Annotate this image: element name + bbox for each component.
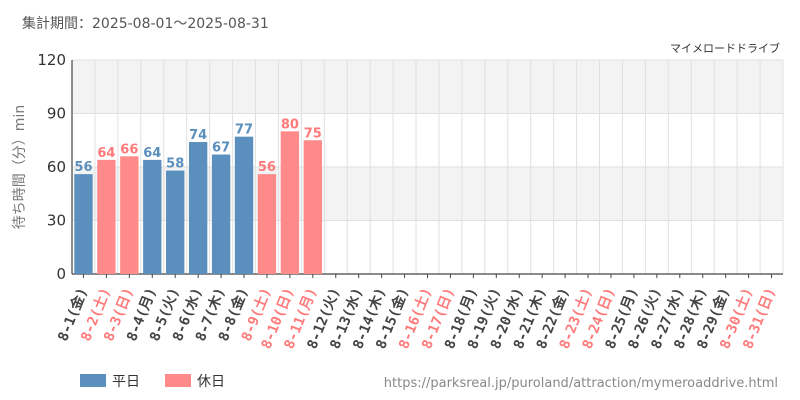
y-tick-label: 30 bbox=[47, 212, 66, 230]
bar bbox=[74, 174, 93, 274]
y-axis-ticks: 0 30 60 90 120 bbox=[37, 51, 66, 283]
legend-weekday-label: 平日 bbox=[112, 374, 140, 390]
grid-lines bbox=[71, 59, 784, 275]
bar-value-label: 64 bbox=[143, 146, 161, 161]
bar-value-label: 75 bbox=[304, 126, 322, 141]
bar bbox=[143, 159, 162, 274]
y-tick-label: 60 bbox=[47, 158, 66, 176]
bar bbox=[211, 154, 231, 274]
y-tick-label: 90 bbox=[47, 105, 66, 123]
period-label: 集計期間：2025-08-01～2025-08-31 bbox=[22, 15, 269, 32]
bar bbox=[303, 140, 322, 274]
bar-value-label: 74 bbox=[189, 128, 207, 143]
legend-holiday-swatch bbox=[165, 374, 191, 387]
bars bbox=[74, 131, 322, 274]
bar-value-label: 58 bbox=[166, 157, 184, 172]
bar-value-label: 56 bbox=[74, 160, 92, 175]
legend-holiday-label: 休日 bbox=[197, 374, 225, 390]
legend: 平日 休日 bbox=[80, 374, 225, 390]
bar-value-label: 64 bbox=[97, 146, 115, 161]
bar bbox=[166, 170, 185, 274]
background-band bbox=[72, 60, 783, 114]
bar-value-label: 80 bbox=[281, 117, 299, 132]
y-tick-label: 120 bbox=[37, 51, 66, 69]
x-axis-ticks: 8-1(金)8-2(土)8-3(日)8-4(月)8-5(火)8-6(水)8-7(… bbox=[54, 274, 779, 351]
value-labels: 56 64 66 64 58 74 67 77 56 80 75 bbox=[74, 117, 321, 175]
attraction-name: マイメロードドライブ bbox=[670, 41, 780, 55]
bar bbox=[234, 136, 254, 274]
y-tick-label: 0 bbox=[56, 265, 66, 283]
legend-weekday-swatch bbox=[80, 374, 106, 387]
bar bbox=[120, 156, 139, 274]
bar-value-label: 67 bbox=[212, 141, 230, 156]
bar bbox=[97, 159, 116, 274]
bar-value-label: 77 bbox=[235, 123, 253, 138]
y-axis-label: 待ち時間（分）min bbox=[12, 105, 28, 229]
bar-value-label: 56 bbox=[258, 160, 276, 175]
bar bbox=[280, 131, 300, 274]
bar bbox=[257, 174, 277, 274]
bar-value-label: 66 bbox=[120, 142, 138, 157]
bar bbox=[188, 142, 208, 274]
source-url: https://parksreal.jp/puroland/attraction… bbox=[384, 376, 778, 391]
